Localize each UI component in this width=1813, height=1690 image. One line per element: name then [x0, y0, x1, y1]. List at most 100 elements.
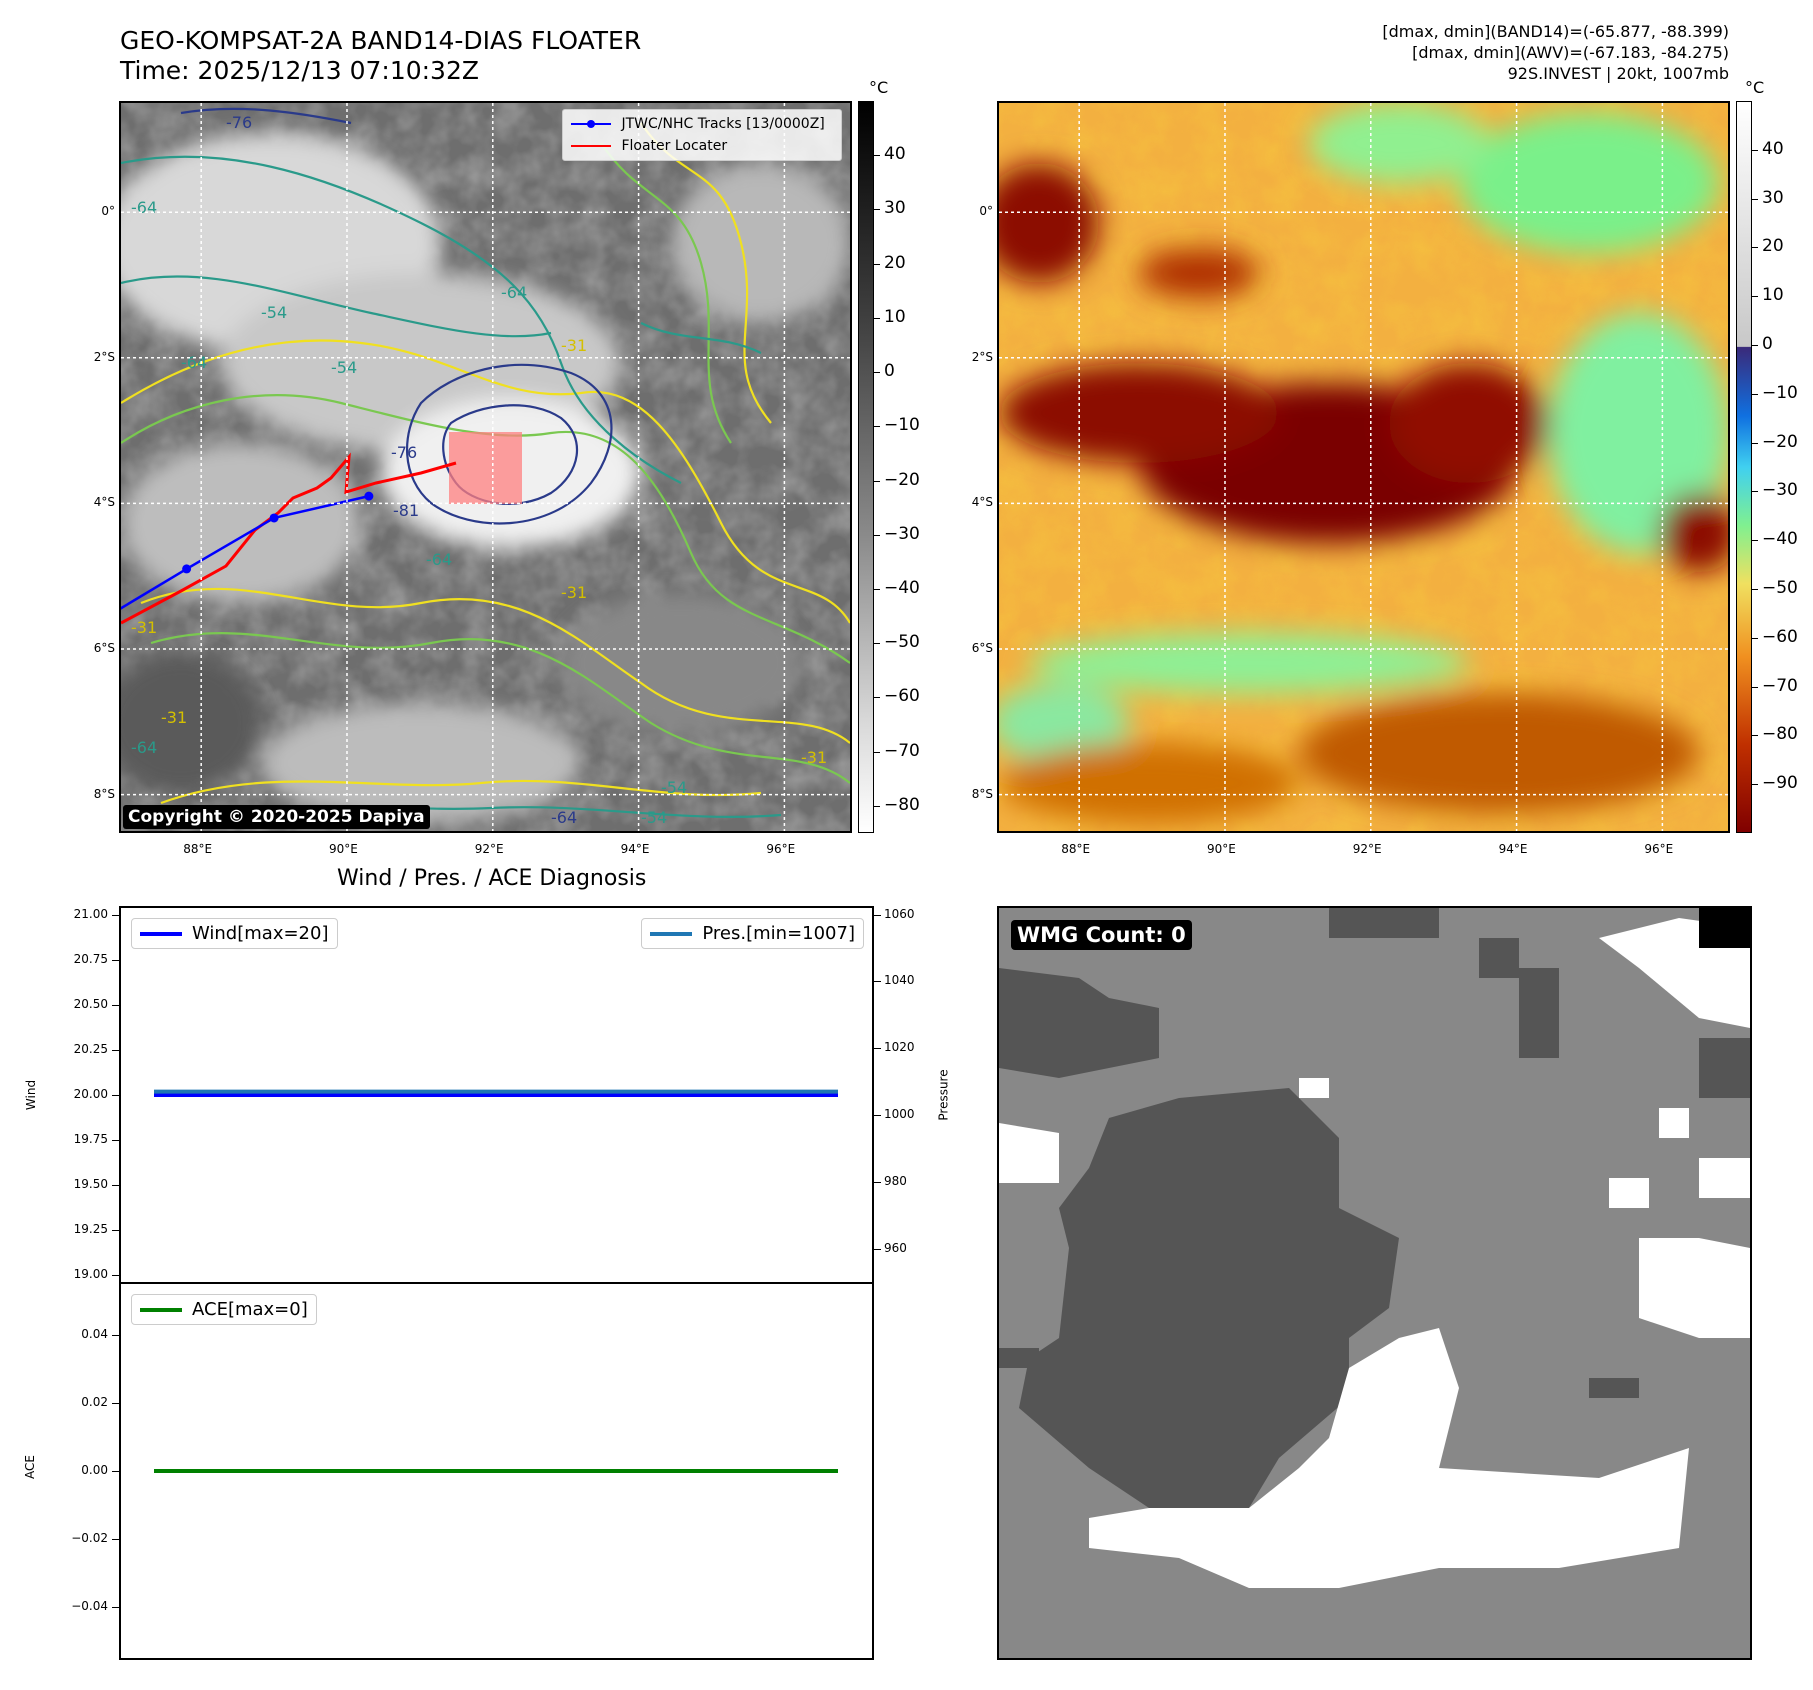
- track-legend-swatch: [571, 118, 611, 130]
- lat-tick-label: 4°S: [971, 495, 993, 510]
- right-colorbar-unit: °C: [1745, 78, 1765, 97]
- colorbar-tick-label: 30: [884, 198, 906, 219]
- track-point: [182, 564, 192, 574]
- colorbar-tick-label: −20: [1762, 431, 1798, 452]
- wind-tick-label: 20.25: [73, 1042, 108, 1057]
- colorbar-tick-label: 0: [884, 361, 895, 382]
- axis-tick-mark: [874, 697, 880, 698]
- axis-tick-mark: [112, 915, 119, 916]
- colorbar-tick-label: 10: [884, 306, 906, 327]
- axis-tick-mark: [112, 960, 119, 961]
- lon-tick-label: 88°E: [1061, 842, 1091, 856]
- track-line: [121, 494, 370, 610]
- contour-label: -81: [393, 501, 419, 520]
- colorbar-tick-label: −90: [1762, 773, 1798, 794]
- axis-tick-mark: [112, 1095, 119, 1096]
- axis-tick-mark: [874, 155, 880, 156]
- axis-tick-mark: [874, 643, 880, 644]
- axis-tick-mark: [874, 1115, 881, 1116]
- axis-tick-mark: [874, 1249, 881, 1250]
- wmg-black-corner: [1699, 908, 1750, 948]
- colorbar-tick-label: −50: [1762, 578, 1798, 598]
- lat-tick-label: 8°S: [971, 786, 993, 801]
- wind-tick-label: 19.00: [73, 1266, 108, 1281]
- colorbar-tick-label: −30: [884, 523, 920, 544]
- contour-label: -54: [331, 358, 357, 377]
- ace-tick-label: −0.02: [71, 1531, 108, 1545]
- left-colorbar: [858, 101, 874, 833]
- colorbar-tick-label: −40: [1762, 529, 1798, 550]
- wind-pressure-panel: Wind[max=20] Pres.[min=1007]: [119, 906, 874, 1284]
- axis-tick-mark: [1752, 345, 1758, 346]
- colorbar-tick-label: −60: [1762, 626, 1798, 647]
- legend-floater-entry: Floater Locater: [571, 138, 727, 154]
- band14-contour-svg: -76 -64 -54 -64 -54 -31 -64 -76 -81 -64 …: [121, 103, 850, 831]
- track-group: [121, 491, 374, 610]
- lon-tick-label: 88°E: [183, 842, 213, 856]
- ace-panel: ACE[max=0]: [119, 1282, 874, 1660]
- legend-ace-label: ACE[max=0]: [192, 1299, 308, 1320]
- wmg-count-badge: WMG Count: 0: [1011, 920, 1192, 950]
- pressure-tick-label: 960: [884, 1240, 907, 1255]
- colorbar-tick-label: −40: [884, 578, 920, 598]
- wind-pressure-svg: [154, 1089, 838, 1097]
- ace-tick-label: 0.02: [81, 1395, 108, 1409]
- cloud-field: [121, 133, 850, 823]
- awv-color-svg: [999, 103, 1728, 831]
- axis-tick-mark: [1752, 491, 1758, 492]
- axis-tick-mark: [112, 1230, 119, 1231]
- axis-tick-mark: [874, 981, 881, 982]
- axis-tick-mark: [1752, 589, 1758, 590]
- colorbar-tick-label: −60: [884, 686, 920, 707]
- contour-label: -76: [226, 113, 252, 132]
- map-gridlines: [121, 103, 850, 831]
- wmg-white-regions: [999, 918, 1750, 1658]
- left-colorbar-unit: °C: [869, 78, 889, 97]
- colorbar-tick-label: 40: [884, 144, 906, 165]
- floater-box: [449, 432, 522, 504]
- floater-locater-path: [121, 452, 457, 625]
- wmg-panel: WMG Count: 0: [997, 906, 1752, 1660]
- legend-wind: Wind[max=20]: [131, 918, 338, 949]
- axis-tick-mark: [1752, 638, 1758, 639]
- wind-tick-label: 21.00: [73, 907, 108, 922]
- lat-tick-label: 2°S: [971, 349, 993, 364]
- axis-tick-mark: [1752, 443, 1758, 444]
- legend-pressure: Pres.[min=1007]: [641, 918, 864, 949]
- axis-tick-mark: [112, 1050, 119, 1051]
- pressure-tick-label: 1000: [884, 1107, 915, 1122]
- contour-label: -76: [391, 443, 417, 462]
- contour-label: -64: [131, 738, 157, 757]
- wind-legend-swatch: [140, 932, 182, 936]
- axis-tick-mark: [874, 535, 880, 536]
- contour-label: -31: [801, 748, 827, 767]
- legend-ace: ACE[max=0]: [131, 1294, 317, 1325]
- lat-tick-label: 0°: [979, 204, 993, 219]
- axis-tick-mark: [1752, 150, 1758, 151]
- axis-tick-mark: [1752, 784, 1758, 785]
- colorbar-tick-label: −80: [1762, 724, 1798, 745]
- ace-tick-label: 0.00: [81, 1463, 108, 1477]
- diagnosis-title: Wind / Pres. / ACE Diagnosis: [337, 866, 647, 891]
- axis-tick-mark: [112, 1335, 119, 1336]
- floater-legend-swatch: [571, 145, 611, 147]
- axis-tick-mark: [1752, 540, 1758, 541]
- axis-tick-mark: [874, 426, 880, 427]
- track-point: [269, 513, 279, 523]
- axis-tick-mark: [874, 752, 880, 753]
- lon-tick-label: 96°E: [766, 842, 796, 856]
- colorbar-tick-label: −10: [884, 415, 920, 436]
- axis-tick-mark: [112, 1471, 119, 1472]
- axis-tick-mark: [874, 372, 880, 373]
- contour-label: -64: [551, 808, 577, 827]
- axis-tick-mark: [874, 481, 880, 482]
- storm-info: 92S.INVEST | 20kt, 1007mb: [1507, 64, 1729, 83]
- axis-tick-mark: [1752, 394, 1758, 395]
- colorbar-tick-label: −30: [1762, 480, 1798, 501]
- lat-tick-label: 6°S: [971, 641, 993, 655]
- axis-tick-mark: [112, 1140, 119, 1141]
- copyright-badge: Copyright © 2020-2025 Dapiya: [123, 805, 430, 829]
- timestamp-title: Time: 2025/12/13 07:10:32Z: [120, 56, 479, 85]
- right-colorbar: [1736, 101, 1752, 833]
- contour-label: -54: [261, 303, 287, 322]
